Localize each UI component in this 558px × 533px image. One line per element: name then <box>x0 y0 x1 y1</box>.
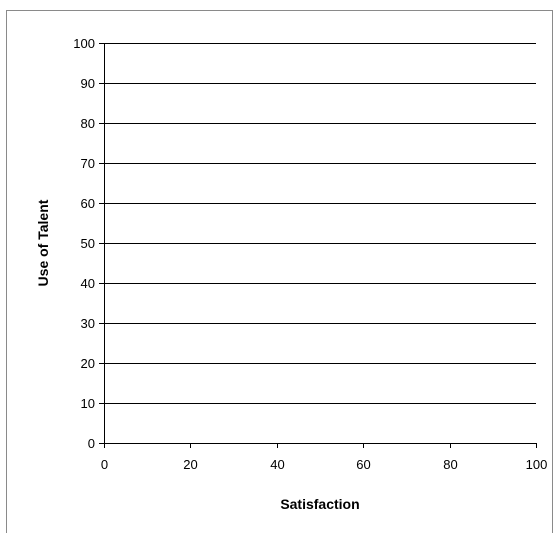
x-tick-label-100: 100 <box>526 457 548 472</box>
x-ticks: 0 20 40 60 80 100 <box>101 443 547 472</box>
x-tick-label-60: 60 <box>356 457 370 472</box>
x-tick-label-80: 80 <box>443 457 457 472</box>
y-ticks: 0 10 20 30 40 50 60 70 80 90 100 <box>73 36 104 451</box>
y-tick-label-70: 70 <box>81 156 95 171</box>
y-tick-label-80: 80 <box>81 116 95 131</box>
y-tick-label-100: 100 <box>73 36 95 51</box>
y-tick-label-20: 20 <box>81 356 95 371</box>
y-tick-label-0: 0 <box>88 436 95 451</box>
x-tick-label-40: 40 <box>270 457 284 472</box>
x-tick-label-0: 0 <box>101 457 108 472</box>
y-tick-label-90: 90 <box>81 76 95 91</box>
x-axis-title: Satisfaction <box>280 496 359 512</box>
chart-frame <box>6 10 553 533</box>
axes <box>104 43 536 444</box>
y-tick-label-30: 30 <box>81 316 95 331</box>
y-tick-label-10: 10 <box>81 396 95 411</box>
x-tick-label-20: 20 <box>183 457 197 472</box>
y-tick-label-40: 40 <box>81 276 95 291</box>
gridlines <box>104 43 536 404</box>
y-tick-label-60: 60 <box>81 196 95 211</box>
y-axis-title: Use of Talent <box>35 199 51 286</box>
y-tick-label-50: 50 <box>81 236 95 251</box>
